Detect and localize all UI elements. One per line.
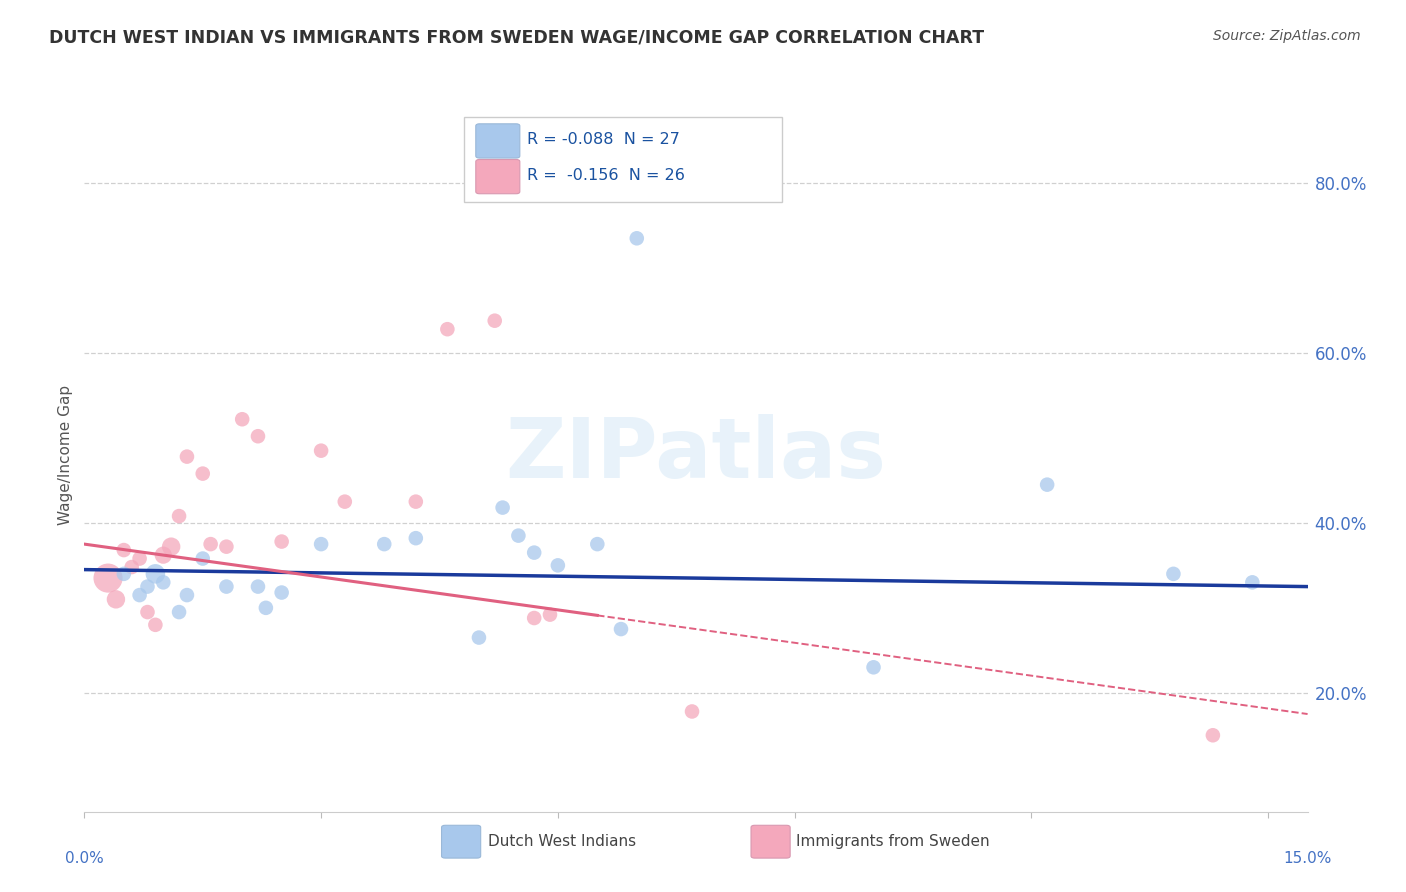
Point [491,500,513,515]
Point [128,588,150,602]
FancyBboxPatch shape [441,825,481,858]
Text: R = -0.088  N = 27: R = -0.088 N = 27 [527,132,681,147]
Point [405,494,427,508]
Point [152,575,174,590]
Point [862,660,884,674]
Point [681,705,703,719]
Point [626,231,648,245]
Point [538,607,561,622]
Point [523,546,546,560]
Text: Dutch West Indians: Dutch West Indians [488,834,636,849]
Text: R =  -0.156  N = 26: R = -0.156 N = 26 [527,168,685,183]
Point [523,611,546,625]
Point [231,412,253,426]
Point [191,467,214,481]
Point [136,580,159,594]
Point [136,605,159,619]
Text: ZIPatlas: ZIPatlas [506,415,886,495]
Point [586,537,609,551]
Point [167,509,190,524]
Text: 15.0%: 15.0% [1284,851,1331,866]
FancyBboxPatch shape [475,160,520,194]
FancyBboxPatch shape [751,825,790,858]
Point [176,588,198,602]
Point [270,585,292,599]
Point [246,429,269,443]
Point [121,560,143,574]
Point [405,531,427,545]
Point [215,540,238,554]
Point [309,443,332,458]
Text: Source: ZipAtlas.com: Source: ZipAtlas.com [1213,29,1361,43]
Point [1163,566,1185,581]
Point [1036,477,1059,491]
Point [309,537,332,551]
FancyBboxPatch shape [475,124,520,158]
Point [246,580,269,594]
Point [333,494,356,508]
Y-axis label: Wage/Income Gap: Wage/Income Gap [58,384,73,525]
Point [191,551,214,566]
Point [1202,728,1225,742]
Text: 0.0%: 0.0% [65,851,104,866]
Point [145,566,167,581]
Point [128,551,150,566]
Point [373,537,395,551]
Point [1241,575,1264,590]
Point [112,566,135,581]
Text: DUTCH WEST INDIAN VS IMMIGRANTS FROM SWEDEN WAGE/INCOME GAP CORRELATION CHART: DUTCH WEST INDIAN VS IMMIGRANTS FROM SWE… [49,29,984,46]
Point [270,534,292,549]
FancyBboxPatch shape [464,118,782,202]
Point [436,322,458,336]
Point [508,528,530,542]
Point [254,600,277,615]
Point [112,543,135,558]
Point [97,571,120,585]
Point [152,548,174,562]
Point [215,580,238,594]
Point [167,605,190,619]
Text: Immigrants from Sweden: Immigrants from Sweden [796,834,990,849]
Point [160,540,183,554]
Point [468,631,491,645]
Point [104,592,127,607]
Point [200,537,222,551]
Point [145,617,167,632]
Point [610,622,633,636]
Point [547,558,569,573]
Point [484,314,506,328]
Point [176,450,198,464]
